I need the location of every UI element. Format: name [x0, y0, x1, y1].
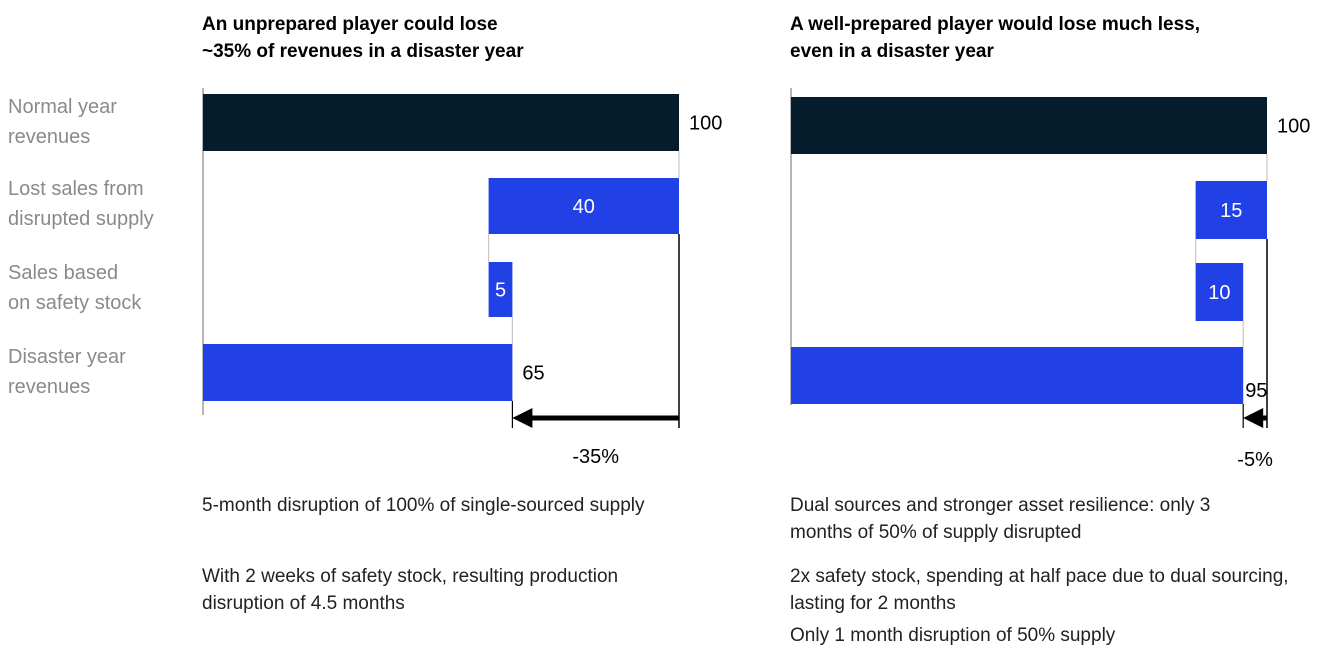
right-bar-value-label-2: 10 [1208, 282, 1230, 304]
left-delta-arrow-head [512, 408, 533, 428]
row-label-normal-year: Normal year revenues [8, 96, 117, 148]
row-label-disaster-year: Disaster year revenues [8, 346, 126, 398]
right-bar-value-label-3: 95 [1245, 380, 1267, 402]
right-bar-3 [791, 347, 1244, 404]
left-chart-title: An unprepared player could lose ~35% of … [202, 14, 524, 62]
right-bar-1 [1195, 181, 1267, 239]
left-bar-value-label-3: 65 [522, 363, 544, 385]
row-label-lost-sales: Lost sales from disrupted supply [8, 178, 154, 230]
left-bar-value-label-0: 100 [689, 113, 722, 135]
left-note-2: With 2 weeks of safety stock, resulting … [202, 566, 619, 614]
right-note-2: 2x safety stock, spending at half pace d… [790, 566, 1289, 614]
left-note-1: 5-month disruption of 100% of single-sou… [202, 495, 645, 516]
right-bar-value-label-0: 100 [1277, 116, 1310, 138]
left-bar-0 [203, 94, 679, 151]
right-bar-0 [791, 97, 1267, 154]
row-label-safety-stock: Sales based on safety stock [8, 262, 142, 314]
left-bar-3 [203, 344, 513, 401]
left-bar-value-label-2: 5 [495, 280, 506, 302]
right-delta-arrow-head [1243, 408, 1264, 428]
right-delta-percent-label: -5% [1237, 449, 1273, 471]
right-note-1: Dual sources and stronger asset resilien… [790, 495, 1211, 543]
right-bar-2 [1195, 263, 1244, 321]
left-bar-1 [488, 178, 679, 234]
right-chart-title: A well-prepared player would lose much l… [790, 14, 1201, 62]
left-bar-2 [488, 262, 513, 317]
right-note-3: Only 1 month disruption of 50% supply [790, 625, 1116, 646]
left-delta-percent-label: -35% [572, 446, 619, 468]
right-bar-value-label-1: 15 [1220, 200, 1242, 222]
left-bar-value-label-1: 40 [573, 196, 595, 218]
